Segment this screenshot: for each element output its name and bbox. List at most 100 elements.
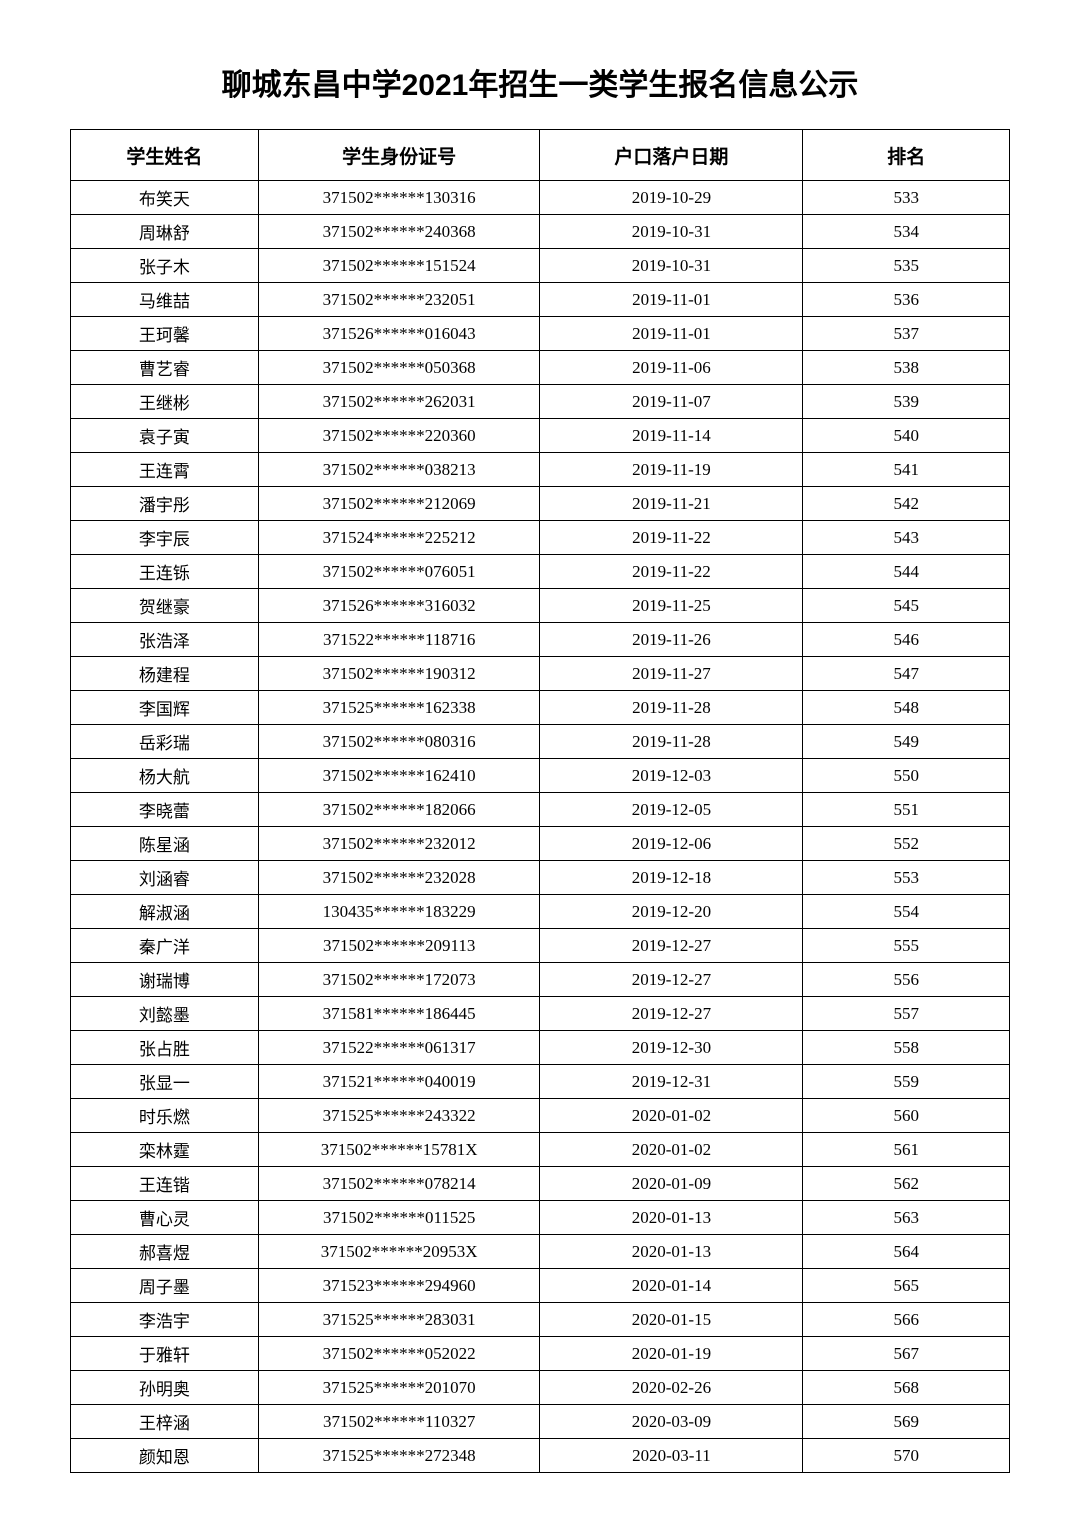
table-row: 王连铄371502******0760512019-11-22544 <box>71 555 1010 589</box>
table-cell: 562 <box>803 1167 1010 1201</box>
table-cell: 371502******130316 <box>258 181 540 215</box>
table-cell: 2019-11-22 <box>540 521 803 555</box>
table-cell: 567 <box>803 1337 1010 1371</box>
table-cell: 371525******283031 <box>258 1303 540 1337</box>
table-cell: 2019-12-27 <box>540 963 803 997</box>
table-cell: 布笑天 <box>71 181 259 215</box>
table-cell: 371502******052022 <box>258 1337 540 1371</box>
table-cell: 2020-01-19 <box>540 1337 803 1371</box>
col-header-id: 学生身份证号 <box>258 130 540 181</box>
table-cell: 371526******016043 <box>258 317 540 351</box>
table-cell: 371502******080316 <box>258 725 540 759</box>
table-cell: 371525******162338 <box>258 691 540 725</box>
table-cell: 王连霄 <box>71 453 259 487</box>
table-row: 王继彬371502******2620312019-11-07539 <box>71 385 1010 419</box>
table-cell: 538 <box>803 351 1010 385</box>
table-cell: 2020-01-14 <box>540 1269 803 1303</box>
table-body: 布笑天371502******1303162019-10-29533周琳舒371… <box>71 181 1010 1473</box>
table-row: 张浩泽371522******1187162019-11-26546 <box>71 623 1010 657</box>
table-cell: 2020-03-11 <box>540 1439 803 1473</box>
table-row: 王珂馨371526******0160432019-11-01537 <box>71 317 1010 351</box>
table-cell: 537 <box>803 317 1010 351</box>
table-cell: 543 <box>803 521 1010 555</box>
table-cell: 杨建程 <box>71 657 259 691</box>
table-cell: 2019-11-28 <box>540 725 803 759</box>
table-cell: 371502******182066 <box>258 793 540 827</box>
table-row: 孙明奥371525******2010702020-02-26568 <box>71 1371 1010 1405</box>
table-cell: 2019-11-14 <box>540 419 803 453</box>
table-cell: 371502******162410 <box>258 759 540 793</box>
table-cell: 曹艺睿 <box>71 351 259 385</box>
table-row: 栾林霆371502******15781X2020-01-02561 <box>71 1133 1010 1167</box>
table-row: 颜知恩371525******2723482020-03-11570 <box>71 1439 1010 1473</box>
table-cell: 时乐燃 <box>71 1099 259 1133</box>
table-cell: 曹心灵 <box>71 1201 259 1235</box>
table-row: 谢瑞博371502******1720732019-12-27556 <box>71 963 1010 997</box>
table-cell: 371502******212069 <box>258 487 540 521</box>
table-cell: 551 <box>803 793 1010 827</box>
table-row: 李宇辰371524******2252122019-11-22543 <box>71 521 1010 555</box>
table-row: 贺继豪371526******3160322019-11-25545 <box>71 589 1010 623</box>
table-row: 李晓蕾371502******1820662019-12-05551 <box>71 793 1010 827</box>
table-cell: 371502******209113 <box>258 929 540 963</box>
table-cell: 2019-10-31 <box>540 249 803 283</box>
table-cell: 560 <box>803 1099 1010 1133</box>
table-row: 陈星涵371502******2320122019-12-06552 <box>71 827 1010 861</box>
table-cell: 554 <box>803 895 1010 929</box>
table-cell: 371502******151524 <box>258 249 540 283</box>
table-cell: 2019-11-19 <box>540 453 803 487</box>
table-cell: 547 <box>803 657 1010 691</box>
table-cell: 550 <box>803 759 1010 793</box>
table-row: 时乐燃371525******2433222020-01-02560 <box>71 1099 1010 1133</box>
table-cell: 张占胜 <box>71 1031 259 1065</box>
table-row: 李浩宇371525******2830312020-01-15566 <box>71 1303 1010 1337</box>
table-cell: 371521******040019 <box>258 1065 540 1099</box>
table-cell: 534 <box>803 215 1010 249</box>
table-cell: 贺继豪 <box>71 589 259 623</box>
table-cell: 549 <box>803 725 1010 759</box>
table-cell: 刘涵睿 <box>71 861 259 895</box>
table-cell: 556 <box>803 963 1010 997</box>
table-cell: 张浩泽 <box>71 623 259 657</box>
table-cell: 535 <box>803 249 1010 283</box>
table-cell: 2019-12-06 <box>540 827 803 861</box>
table-cell: 371502******172073 <box>258 963 540 997</box>
table-cell: 2019-12-30 <box>540 1031 803 1065</box>
table-cell: 2019-12-05 <box>540 793 803 827</box>
table-cell: 袁子寅 <box>71 419 259 453</box>
table-cell: 371502******232051 <box>258 283 540 317</box>
table-cell: 371502******262031 <box>258 385 540 419</box>
table-cell: 536 <box>803 283 1010 317</box>
table-row: 曹艺睿371502******0503682019-11-06538 <box>71 351 1010 385</box>
table-cell: 2020-01-02 <box>540 1133 803 1167</box>
table-cell: 564 <box>803 1235 1010 1269</box>
table-cell: 周子墨 <box>71 1269 259 1303</box>
table-cell: 371525******201070 <box>258 1371 540 1405</box>
table-cell: 2019-10-29 <box>540 181 803 215</box>
table-cell: 2019-12-20 <box>540 895 803 929</box>
table-cell: 2019-11-26 <box>540 623 803 657</box>
table-cell: 2019-11-01 <box>540 317 803 351</box>
table-cell: 371526******316032 <box>258 589 540 623</box>
table-cell: 2019-12-18 <box>540 861 803 895</box>
table-cell: 371502******011525 <box>258 1201 540 1235</box>
table-row: 张子木371502******1515242019-10-31535 <box>71 249 1010 283</box>
table-row: 李国辉371525******1623382019-11-28548 <box>71 691 1010 725</box>
table-cell: 2020-01-13 <box>540 1235 803 1269</box>
table-cell: 540 <box>803 419 1010 453</box>
table-cell: 2019-11-01 <box>540 283 803 317</box>
table-cell: 颜知恩 <box>71 1439 259 1473</box>
table-cell: 533 <box>803 181 1010 215</box>
table-cell: 张子木 <box>71 249 259 283</box>
table-cell: 孙明奥 <box>71 1371 259 1405</box>
table-cell: 371502******20953X <box>258 1235 540 1269</box>
table-row: 周琳舒371502******2403682019-10-31534 <box>71 215 1010 249</box>
table-row: 杨建程371502******1903122019-11-27547 <box>71 657 1010 691</box>
table-cell: 2019-11-21 <box>540 487 803 521</box>
table-cell: 371502******240368 <box>258 215 540 249</box>
table-cell: 542 <box>803 487 1010 521</box>
table-cell: 2020-01-13 <box>540 1201 803 1235</box>
table-row: 杨大航371502******1624102019-12-03550 <box>71 759 1010 793</box>
col-header-rank: 排名 <box>803 130 1010 181</box>
table-cell: 李晓蕾 <box>71 793 259 827</box>
